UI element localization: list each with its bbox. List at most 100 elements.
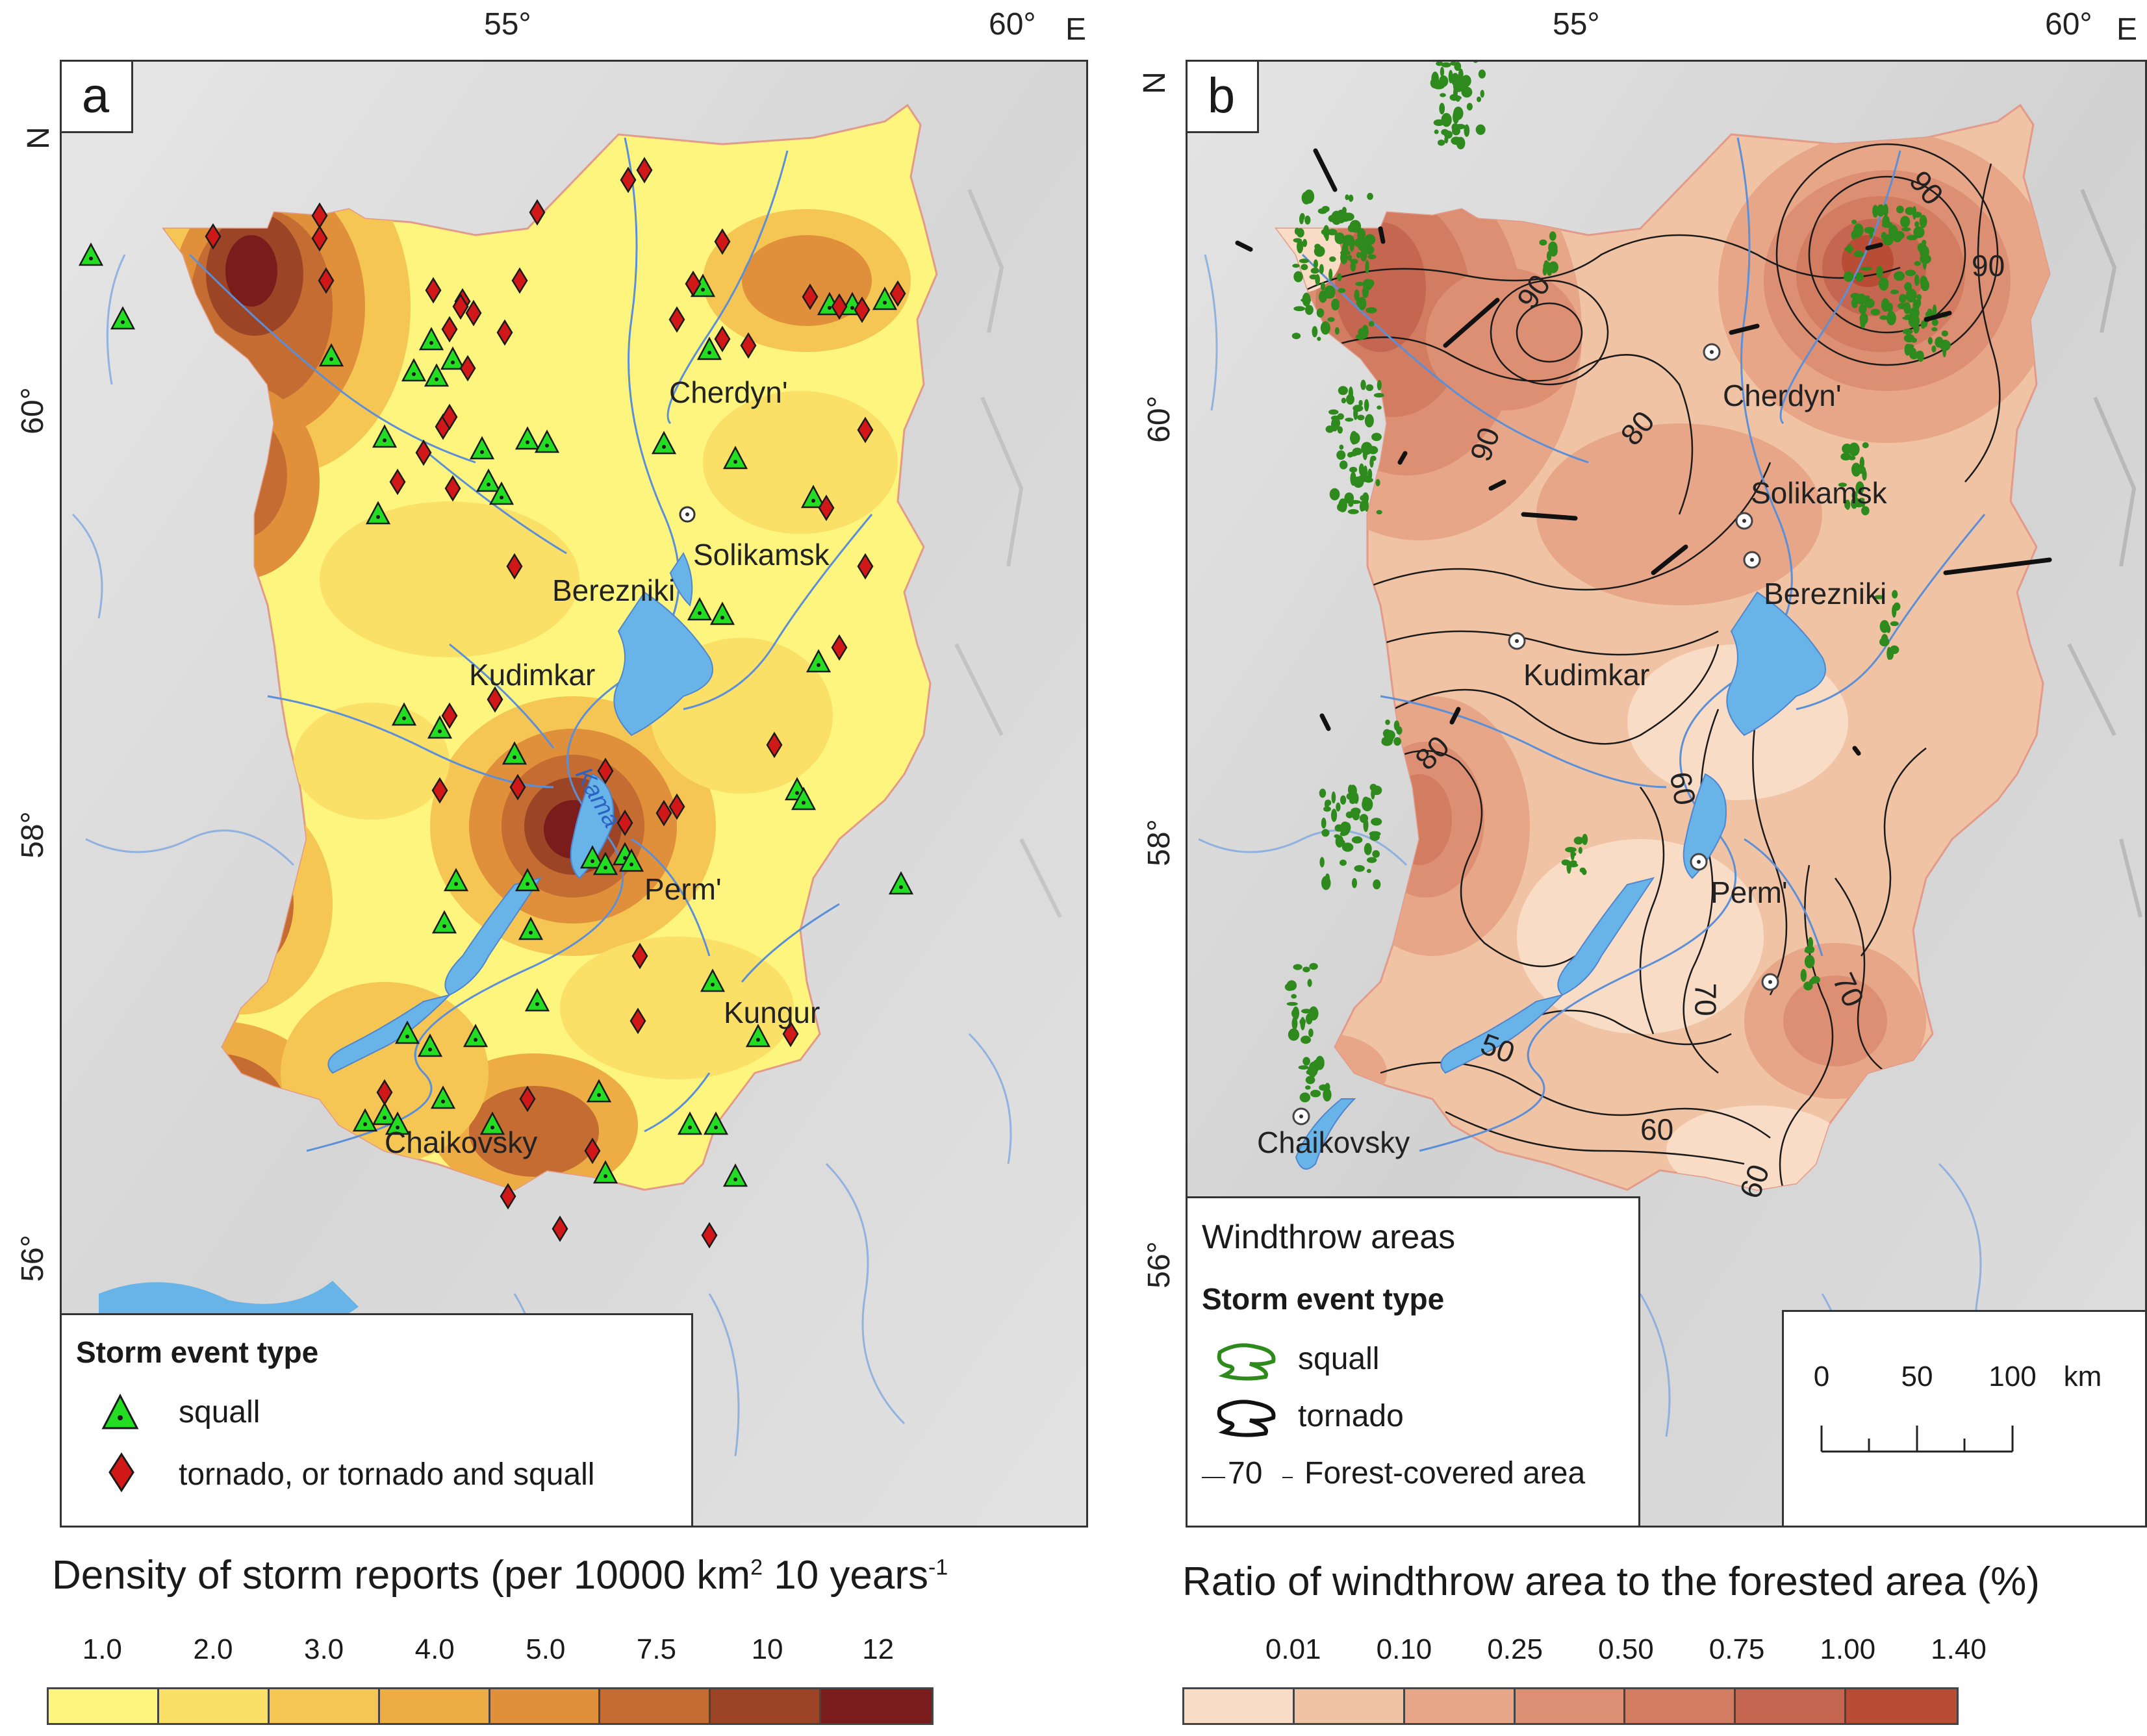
windthrow-patch	[1351, 807, 1361, 815]
windthrow-patch	[1323, 1088, 1332, 1102]
windthrow-patch	[1357, 414, 1365, 421]
windthrow-patch	[1291, 1009, 1297, 1018]
windthrow-patch	[1371, 788, 1375, 799]
windthrow-patch	[1847, 244, 1853, 254]
windthrow-patch	[1942, 344, 1947, 358]
squall-marker	[700, 968, 726, 992]
windthrow-patch	[1336, 450, 1346, 460]
windthrow-patch	[1367, 192, 1373, 200]
windthrow-patch	[1359, 231, 1364, 239]
legend-subtitle-b: Storm event type	[1202, 1282, 1445, 1316]
windthrow-patch	[1350, 431, 1358, 445]
windthrow-patch	[1353, 225, 1357, 231]
windthrow-patch	[1861, 506, 1870, 516]
colorbar-tick-label: 5.0	[526, 1633, 566, 1665]
lat-label-58-a: 58°	[15, 811, 50, 859]
windthrow-patch	[1354, 289, 1360, 301]
windthrow-patch	[1851, 220, 1857, 225]
colorbar-cell	[1515, 1689, 1626, 1723]
colorbar-tick-label: 1.0	[82, 1633, 122, 1665]
windthrow-patch	[1804, 948, 1814, 954]
windthrow-patch	[1304, 215, 1311, 225]
windthrow-patch	[1862, 442, 1869, 449]
windthrow-patch	[1293, 306, 1306, 312]
windthrow-patch	[1890, 621, 1899, 627]
windthrow-patch	[1931, 345, 1937, 353]
windthrow-patch	[1887, 647, 1892, 660]
windthrow-patch	[1345, 418, 1354, 422]
tornado-marker	[740, 332, 757, 359]
windthrow-patch	[1441, 62, 1451, 68]
windthrow-patch	[1848, 442, 1860, 457]
squall-marker	[518, 916, 544, 940]
scale-label-0: 0	[1813, 1361, 1830, 1392]
windthrow-patch	[1364, 399, 1369, 412]
windthrow-patch	[1542, 266, 1547, 276]
lon-label-60-b: 60°	[2045, 7, 2092, 42]
windthrow-patch	[1375, 479, 1380, 486]
windthrow-patch	[1369, 457, 1374, 468]
windthrow-patch	[1876, 266, 1883, 279]
squall-marker	[791, 786, 817, 811]
windthrow-patch	[1440, 66, 1445, 77]
windthrow-squall-patches	[1284, 60, 1951, 1103]
windthrow-patch	[1308, 1028, 1314, 1038]
windthrow-patch	[1549, 231, 1556, 241]
windthrow-patch	[1440, 93, 1446, 97]
squall-marker-dot	[441, 1100, 445, 1103]
tornado-marker	[205, 223, 222, 250]
windthrow-patch	[1466, 103, 1473, 111]
windthrow-patch	[1851, 297, 1859, 308]
colorbar-tick-label: 7.5	[636, 1633, 677, 1665]
contour-label: 60	[1640, 1113, 1674, 1146]
squall-marker-dot	[597, 1093, 601, 1097]
windthrow-patch	[1313, 259, 1318, 269]
squall-marker-dot	[376, 515, 380, 519]
windthrow-patch	[1578, 846, 1582, 854]
squall-marker	[417, 1033, 443, 1057]
windthrow-patch	[1439, 75, 1449, 87]
squall-marker	[806, 649, 832, 673]
windthrow-patch	[1321, 875, 1331, 890]
legend-squall-label: squall	[179, 1395, 260, 1429]
windthrow-patch	[1573, 837, 1584, 845]
windthrow-patch	[1371, 433, 1382, 442]
squall-marker	[677, 1111, 703, 1135]
windthrow-patch	[1291, 994, 1297, 999]
windthrow-patch	[1304, 1085, 1311, 1090]
windthrow-patch	[1317, 336, 1321, 341]
windthrow-patch	[1920, 279, 1929, 292]
windthrow-patch	[1320, 282, 1325, 291]
tornado-marker	[431, 777, 448, 804]
squall-marker-dot	[701, 288, 705, 292]
city-label-cherdyn: Cherdyn'	[669, 375, 788, 409]
windthrow-patch	[1373, 819, 1378, 824]
windthrow-patch	[1301, 264, 1308, 271]
windthrow-patch	[1908, 290, 1912, 301]
squall-marker	[385, 1111, 411, 1135]
squall-marker-dot	[529, 931, 533, 935]
windthrow-patch	[1864, 227, 1875, 234]
squall-marker-dot	[329, 357, 333, 361]
windthrow-patch	[1310, 268, 1319, 274]
tornado-marker	[441, 316, 458, 343]
squall-marker-dot	[89, 257, 93, 260]
colorbar-cell	[49, 1689, 159, 1723]
city-label-solikamsk: Solikamsk	[693, 538, 830, 572]
squall-marker	[709, 601, 735, 625]
windthrow-patch	[1372, 849, 1380, 858]
squall-marker-dot	[629, 862, 633, 866]
windthrow-patch	[1870, 308, 1881, 316]
squall-marker	[427, 715, 453, 739]
squall-marker-dot	[535, 1002, 539, 1006]
windthrow-patch	[1354, 864, 1365, 872]
tornado-marker	[831, 634, 848, 661]
windthrow-patch	[1842, 444, 1853, 454]
tornado-marker	[318, 267, 335, 294]
windthrow-patch	[1349, 499, 1361, 505]
panel-letter-a: a	[60, 60, 133, 133]
squall-marker-dot	[817, 663, 820, 667]
windthrow-patch	[1376, 510, 1382, 515]
squall-marker	[394, 1020, 420, 1044]
windthrow-patch	[1299, 1018, 1306, 1026]
